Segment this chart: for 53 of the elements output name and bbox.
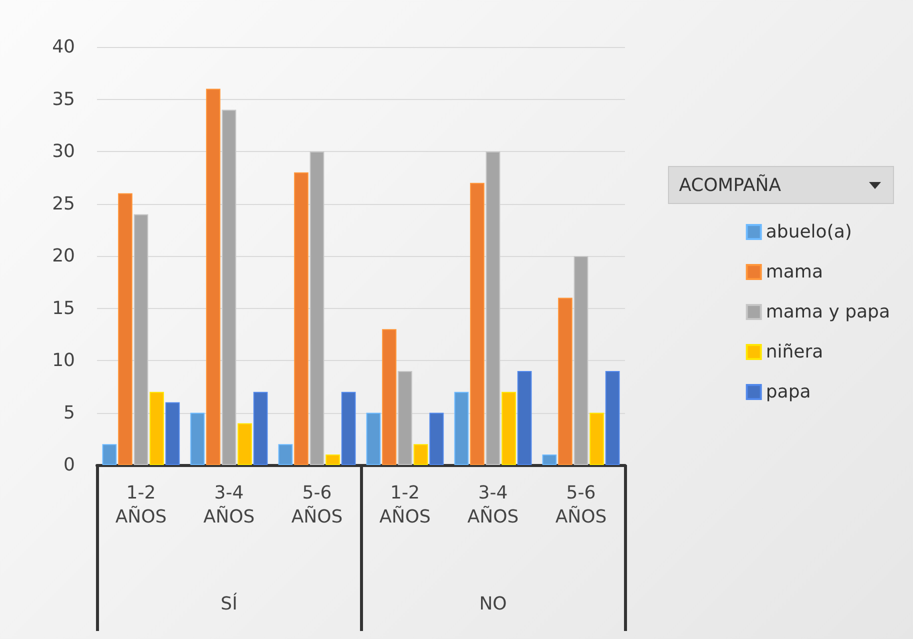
x-tick-label: 3-4 AÑOS xyxy=(467,482,519,528)
bar xyxy=(118,193,132,465)
bar xyxy=(542,454,557,465)
bar xyxy=(150,392,164,465)
legend-label: abuelo(a) xyxy=(766,222,852,242)
bar xyxy=(134,214,148,465)
bar xyxy=(294,172,308,465)
bar xyxy=(253,392,268,465)
y-tick-label: 35 xyxy=(52,88,75,110)
y-tick-label: 15 xyxy=(52,298,75,319)
bar xyxy=(429,412,444,465)
bar xyxy=(165,402,180,465)
bar xyxy=(326,454,340,465)
bar xyxy=(414,444,428,465)
bar xyxy=(341,392,356,465)
x-tick-label: 1-2 AÑOS xyxy=(115,482,167,528)
bar xyxy=(486,152,500,465)
bar xyxy=(310,152,324,465)
bar xyxy=(605,370,620,465)
x-tick-label: 3-4 AÑOS xyxy=(203,482,255,528)
legend-label: mama y papa xyxy=(766,302,890,322)
legend-label: mama xyxy=(766,262,824,282)
y-tick-label: 10 xyxy=(52,350,75,371)
bar xyxy=(206,88,220,465)
legend-title: ACOMPAÑA xyxy=(679,174,782,196)
x-tick-label: 1-2 AÑOS xyxy=(379,482,431,528)
x-tick-label: 5-6 AÑOS xyxy=(555,482,607,528)
text: NO xyxy=(479,594,507,614)
legend-label: papa xyxy=(766,382,811,402)
bar xyxy=(558,298,572,465)
bar xyxy=(190,412,205,465)
bar xyxy=(278,444,293,465)
bar xyxy=(454,392,469,465)
bar xyxy=(470,182,484,465)
y-tick-label: 5 xyxy=(64,402,75,424)
bar xyxy=(574,256,588,465)
y-tick-label: 20 xyxy=(52,246,75,266)
y-tick-label: 30 xyxy=(52,141,75,162)
y-tick-label: 25 xyxy=(52,193,75,214)
bar xyxy=(398,370,412,465)
bar xyxy=(366,412,381,465)
text: SÍ xyxy=(220,592,238,614)
bar xyxy=(590,412,604,465)
bar xyxy=(222,110,236,465)
bar xyxy=(517,370,532,465)
bar xyxy=(382,329,396,465)
y-tick-label: 0 xyxy=(64,454,75,476)
bar xyxy=(238,423,252,465)
y-tick-label: 40 xyxy=(52,36,75,58)
bar xyxy=(102,444,117,465)
x-tick-label: 5-6 AÑOS xyxy=(291,482,343,528)
legend-label: niñera xyxy=(766,342,824,362)
bar xyxy=(502,392,516,465)
